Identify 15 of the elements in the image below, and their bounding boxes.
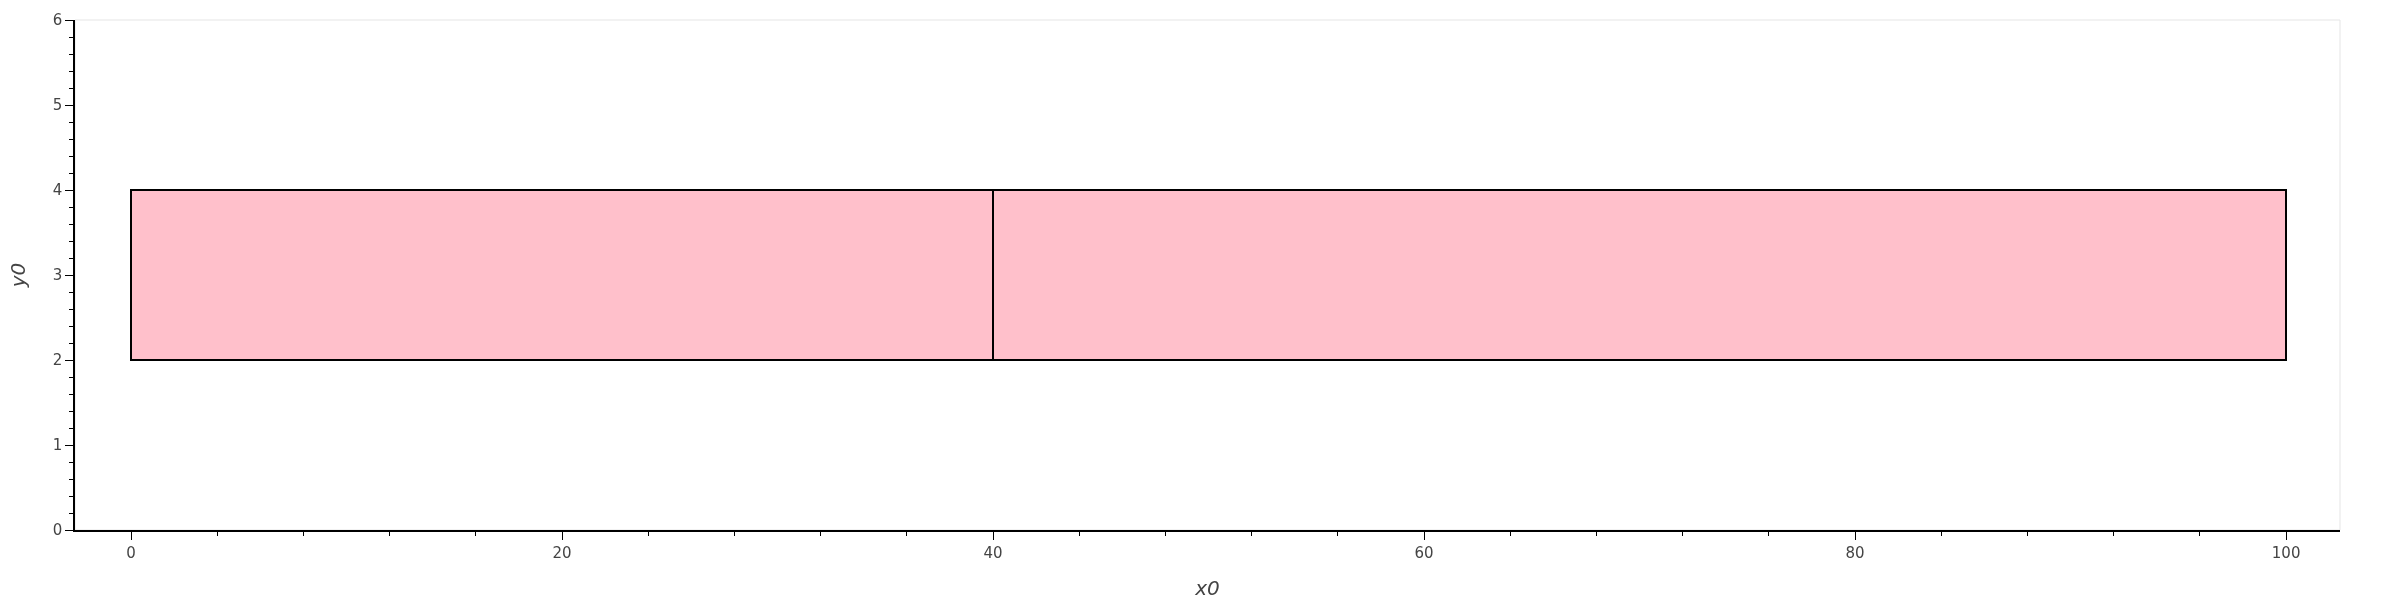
x-tick-label: 80: [1845, 543, 1865, 562]
y-tick-label: 4: [52, 181, 63, 200]
x-tick-label: 40: [983, 543, 1003, 562]
x-tick-label: 100: [2271, 543, 2301, 562]
y-tick-label: 3: [52, 266, 63, 285]
x-tick-label: 0: [126, 543, 136, 562]
x-axis-title: x0: [1194, 576, 1220, 600]
x-tick-label: 60: [1414, 543, 1434, 562]
y-tick-label: 5: [52, 96, 63, 115]
y-tick-label: 6: [52, 11, 63, 30]
x-tick-label: 20: [552, 543, 572, 562]
y-tick-label: 0: [52, 521, 63, 540]
y-tick-label: 2: [52, 351, 63, 370]
y-tick-label: 1: [52, 436, 63, 455]
y-axis-title: y0: [5, 262, 30, 289]
